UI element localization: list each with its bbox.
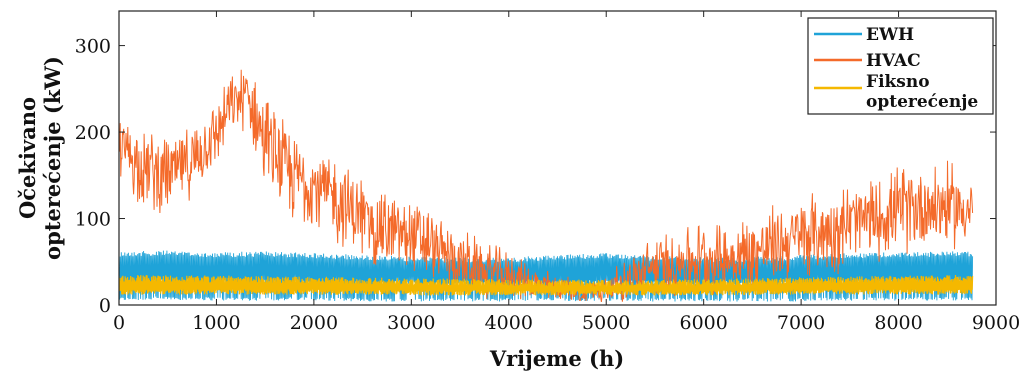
x-tick-label: 1000: [192, 312, 240, 334]
y-axis-label-line-1: Očekivano: [15, 97, 40, 219]
legend: EWH HVAC Fiksno opterećenje: [808, 18, 993, 114]
x-tick-label: 6000: [679, 312, 727, 334]
x-tick-label: 8000: [874, 312, 922, 334]
x-tick-label: 2000: [290, 312, 338, 334]
legend-label-ewh: EWH: [866, 25, 914, 45]
y-tick-label: 0: [99, 295, 111, 317]
y-axis-label-line-2: opterećenje (kW): [40, 56, 65, 260]
y-tick-label: 200: [75, 122, 111, 144]
legend-label-fixed-load-line-1: Fiksno: [866, 72, 930, 92]
y-tick-label: 300: [75, 36, 111, 58]
x-tick-label: 7000: [777, 312, 825, 334]
x-axis-label: Vrijeme (h): [489, 346, 624, 371]
legend-label-fixed-load-line-2: opterećenje: [866, 92, 978, 112]
y-tick-label: 100: [75, 209, 111, 231]
x-tick-label: 0: [113, 312, 125, 334]
x-tick-label: 9000: [972, 312, 1020, 334]
x-tick-label: 4000: [485, 312, 533, 334]
legend-label-hvac: HVAC: [866, 51, 921, 71]
x-tick-label: 3000: [387, 312, 435, 334]
x-tick-label: 5000: [582, 312, 630, 334]
